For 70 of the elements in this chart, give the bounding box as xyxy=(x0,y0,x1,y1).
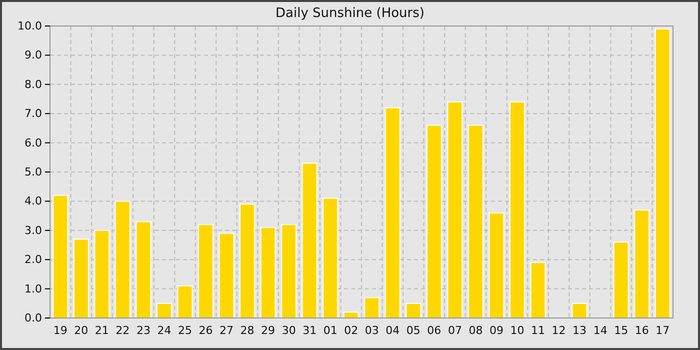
x-tick-label: 09 xyxy=(489,324,504,337)
bar xyxy=(302,162,318,318)
x-tick-label: 20 xyxy=(74,324,88,337)
x-tick-label: 07 xyxy=(448,324,462,337)
y-tick-label: 6.0 xyxy=(24,136,42,150)
y-tick-label: 10.0 xyxy=(18,20,42,33)
bar xyxy=(240,204,256,318)
bar xyxy=(572,302,588,318)
x-tick-label: 31 xyxy=(302,324,317,337)
bar xyxy=(198,224,214,318)
bar xyxy=(509,101,526,318)
bar xyxy=(94,230,110,318)
x-tick-label: 06 xyxy=(427,324,442,337)
y-tick-label: 9.0 xyxy=(24,48,42,62)
x-tick-label: 08 xyxy=(468,324,483,337)
x-tick-label: 03 xyxy=(364,324,379,337)
bar xyxy=(654,28,670,318)
y-tick-label: 0.0 xyxy=(24,312,42,325)
x-tick-label: 26 xyxy=(198,324,213,337)
bar xyxy=(530,262,546,318)
bar xyxy=(613,242,629,318)
x-tick-label: 14 xyxy=(593,324,608,337)
y-tick-label: 3.0 xyxy=(24,224,42,237)
y-tick-label: 4.0 xyxy=(24,194,42,208)
x-tick-label: 19 xyxy=(53,324,68,337)
bar xyxy=(281,224,297,318)
x-tick-label: 21 xyxy=(94,324,109,337)
y-tick-label: 2.0 xyxy=(24,253,42,266)
x-tick-label: 17 xyxy=(656,324,670,337)
y-tick-label: 8.0 xyxy=(24,78,42,91)
chart-title: Daily Sunshine (Hours) xyxy=(276,6,424,21)
x-tick-label: 05 xyxy=(406,324,420,337)
x-tick-label: 29 xyxy=(261,324,276,337)
x-tick-label: 27 xyxy=(220,324,234,337)
x-tick-label: 28 xyxy=(240,324,254,337)
bar xyxy=(322,198,338,318)
bar xyxy=(73,238,89,318)
x-tick-label: 13 xyxy=(572,324,587,337)
bar xyxy=(52,194,68,318)
x-tick-label: 11 xyxy=(531,324,546,337)
y-tick-label: 1.0 xyxy=(24,282,42,296)
bar xyxy=(177,285,193,318)
x-tick-label: 25 xyxy=(178,324,192,337)
x-tick-label: 01 xyxy=(323,324,338,337)
bar xyxy=(468,124,484,318)
bar xyxy=(156,302,172,318)
bar xyxy=(218,232,234,318)
bar xyxy=(260,226,276,318)
bar xyxy=(634,209,650,318)
bar xyxy=(426,124,442,318)
x-tick-label: 15 xyxy=(614,324,628,337)
x-tick-label: 22 xyxy=(116,324,130,337)
x-tick-label: 12 xyxy=(552,324,566,337)
x-tick-label: 02 xyxy=(344,324,358,337)
bar xyxy=(447,101,463,318)
y-tick-label: 7.0 xyxy=(24,107,42,120)
bar xyxy=(488,212,504,318)
bar xyxy=(364,297,380,318)
x-tick-label: 23 xyxy=(136,324,150,337)
y-tick-label: 5.0 xyxy=(24,166,42,179)
x-tick-label: 16 xyxy=(634,324,649,337)
x-tick-label: 24 xyxy=(157,324,172,337)
bar xyxy=(406,302,422,318)
x-tick-label: 04 xyxy=(386,324,400,337)
bar xyxy=(384,107,400,318)
x-tick-label: 10 xyxy=(510,324,524,337)
bar xyxy=(343,312,359,318)
bar xyxy=(114,200,130,318)
x-tick-label: 30 xyxy=(282,324,296,337)
bar xyxy=(136,221,152,318)
